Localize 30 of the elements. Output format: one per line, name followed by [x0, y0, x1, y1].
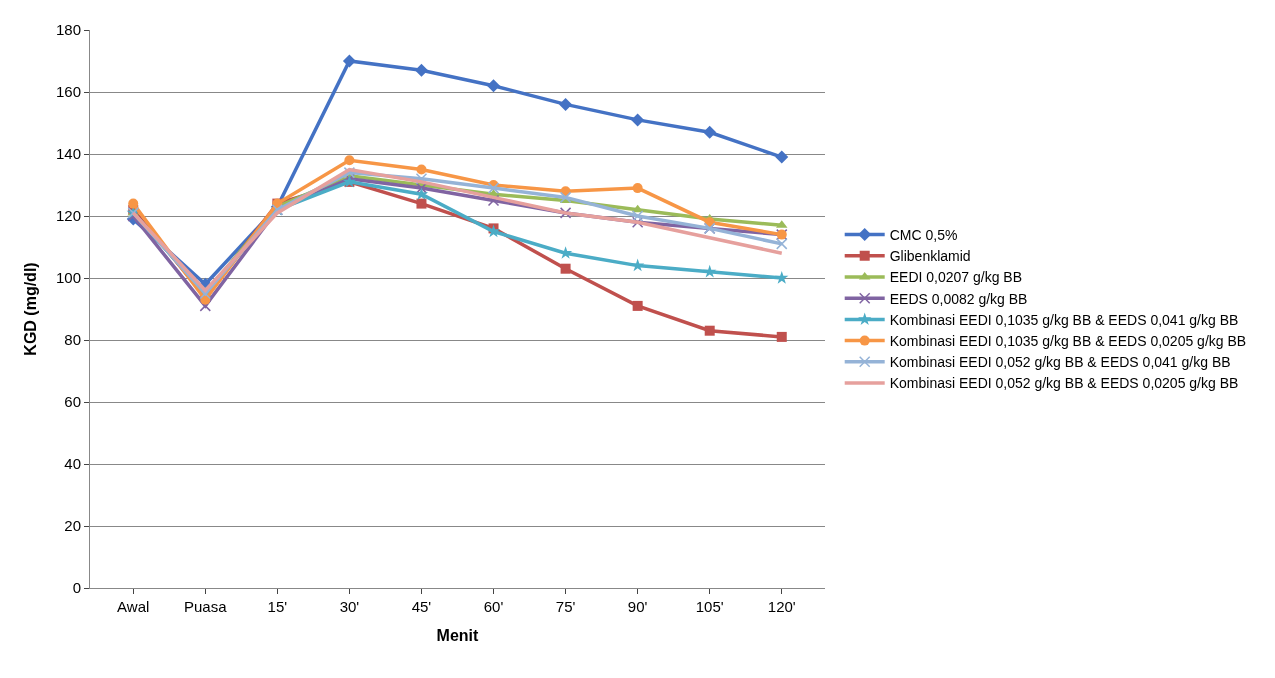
x-axis-title: Menit	[436, 626, 480, 644]
x-tick-label: Puasa	[184, 598, 228, 615]
y-tick-label: 140	[55, 145, 81, 163]
legend-label: Kombinasi EEDI 0,1035 g/kg BB & EEDS 0,041 g/kg BB	[889, 311, 1239, 328]
legend-label: CMC 0,5%	[889, 227, 958, 244]
y-tick-label: 100	[55, 269, 81, 287]
x-tick-label: 60'	[483, 598, 504, 615]
y-tick-label: 0	[72, 579, 81, 597]
y-tick-label: 40	[64, 455, 81, 473]
legend-label: Kombinasi EEDI 0,052 g/kg BB & EEDS 0,041 g/kg BB	[889, 354, 1231, 371]
legend-label: EEDS 0,0082 g/kg BB	[889, 290, 1028, 307]
legend-label: Kombinasi EEDI 0,052 g/kg BB & EEDS 0,0205 g/kg BB	[889, 375, 1239, 392]
y-tick-label: 80	[64, 331, 81, 349]
x-tick-label: 30'	[339, 598, 360, 615]
x-tick-label: Awal	[117, 598, 150, 615]
x-tick-label: 105'	[695, 598, 724, 615]
x-tick-label: 75'	[555, 598, 576, 615]
legend-label: Glibenklamid	[889, 248, 971, 265]
y-tick-label: 20	[64, 517, 81, 535]
y-tick-label: 180	[55, 21, 81, 39]
y-tick-label: 60	[64, 393, 81, 411]
legend-label: EEDI 0,0207 g/kg BB	[889, 269, 1023, 286]
y-tick-label: 120	[55, 207, 81, 225]
y-axis-title: KGD (mg/dl)	[21, 262, 39, 356]
x-tick-label: 120'	[767, 598, 796, 615]
x-tick-label: 15'	[267, 598, 288, 615]
y-tick-label: 160	[55, 83, 81, 101]
x-tick-label: 45'	[411, 598, 432, 615]
x-tick-label: 90'	[627, 598, 648, 615]
legend-label: Kombinasi EEDI 0,1035 g/kg BB & EEDS 0,0205 g/kg BB	[889, 333, 1247, 350]
